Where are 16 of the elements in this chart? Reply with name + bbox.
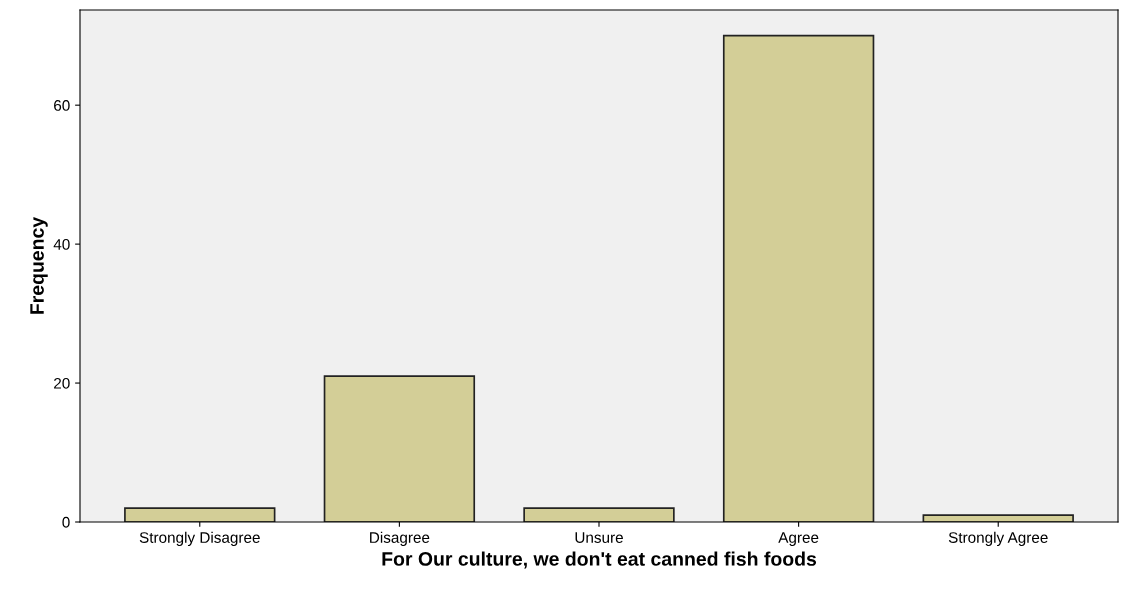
x-tick-label: Strongly Agree (948, 531, 1048, 546)
x-tick-label: Disagree (370, 531, 430, 546)
y-tick-label: 40 (53, 238, 70, 250)
x-tick-label: Unsure (575, 532, 623, 543)
bar (922, 514, 1074, 522)
y-tick-label: 0 (62, 516, 70, 528)
y-tick-label: 60 (54, 100, 70, 111)
bar (323, 375, 476, 522)
x-tick-label: Agree (778, 532, 819, 546)
bar (124, 507, 276, 522)
y-tick-label: 20 (54, 377, 70, 389)
bar (523, 507, 675, 522)
bar (722, 34, 875, 522)
y-axis-title: Frequency (30, 216, 48, 314)
x-tick-label: Strongly Disagree (139, 531, 260, 546)
x-axis-title: For Our culture, we don't eat canned fish foods (382, 551, 817, 569)
